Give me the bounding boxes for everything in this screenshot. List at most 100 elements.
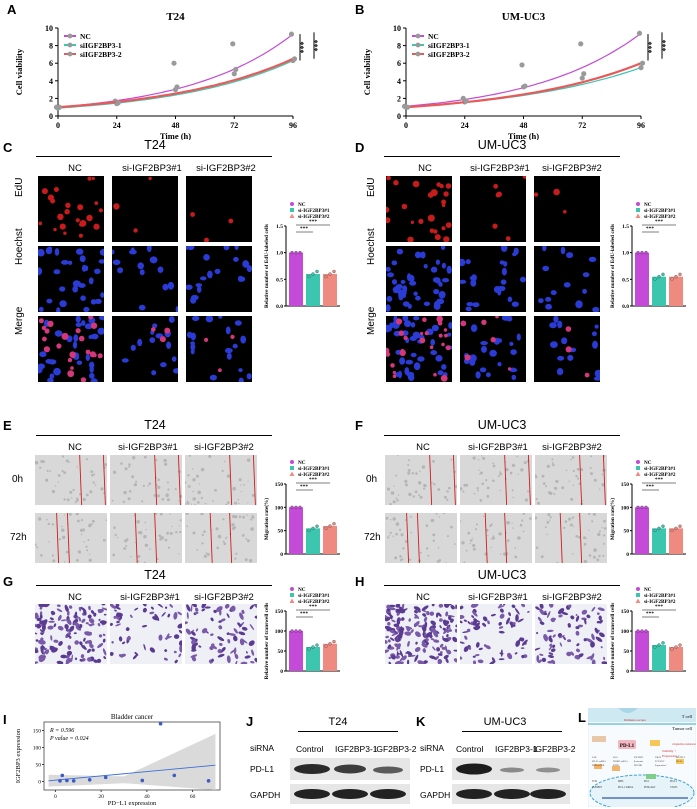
diagram-label: UBA2 [655,756,662,759]
data-point [115,100,121,106]
x-tick-label: 96 [289,121,297,130]
micrograph [112,246,178,312]
legend-label: si-IGF2BP3#1 [644,466,676,472]
legend-marker [636,466,640,470]
panel-f-col-nc: NC [416,442,430,453]
bar-point [328,272,332,276]
scatter-point [65,778,69,783]
bar-point [657,643,661,647]
micrograph [38,316,104,382]
y-tick-label: 8 [397,42,401,51]
panel-e-title-rule [36,435,272,436]
transwell-image [460,604,532,664]
cisplatin-label: cisplatin resistance [672,742,696,746]
legend-marker [289,213,295,218]
micrograph [386,176,452,242]
data-point [404,104,411,110]
legend-label: NC [644,202,652,208]
y-tick-label: 10 [45,24,53,33]
bar-point [670,277,674,281]
y-tick-label: 150 [275,609,284,615]
sig-label: *** [300,611,309,617]
panel-letter-h: H [355,574,365,589]
scatter-point [206,779,211,783]
legend-marker [290,202,294,206]
micrograph [534,176,600,242]
chart-title: Bladder cancer [111,713,154,721]
x-tick-label: 24 [113,121,121,130]
panel-k-lane-2: IGF2BP3-2 [533,744,576,754]
legend-marker [289,598,295,603]
panel-e-col-si2: si-IGF2BP3#2 [194,442,254,453]
micrograph [38,246,104,312]
bar-point [653,645,657,649]
legend-marker [290,460,294,464]
panel-letter-j: J [246,714,254,729]
panel-j-blot-gapdh [290,784,410,804]
bar-point [332,639,336,644]
panel-f-row-0h: 0h [366,474,378,485]
x-tick-label: 72 [578,121,586,130]
y-tick-label: 0.0 [276,304,283,310]
legend-marker [635,598,641,603]
transwell-image [110,604,182,664]
x-axis-label: Time (h) [508,131,539,140]
panel-g-col-si1: si-IGF2BP3#1 [120,592,180,603]
micrograph [460,176,526,242]
panel-d-col-si1: si-IGF2BP3#1 [470,163,530,174]
bar-1 [652,276,666,306]
panel-j-lane-control: Control [296,744,324,754]
bar-1 [652,528,666,554]
panel-f-col-si2: si-IGF2BP3#2 [542,442,602,453]
sig-label: *** [300,226,309,232]
diagram-label: EZH2 [613,764,620,767]
data-point [639,60,646,66]
diagram-label: IGF2BP3 [592,786,603,789]
x-axis-label: PD−L1 expression [108,800,157,806]
data-point [291,56,298,62]
micrograph [112,176,178,242]
mettl3-box [646,774,656,779]
panel-c-title-rule [36,156,272,157]
sig-label: *** [647,41,656,53]
y-axis-label: Relative number of EdU-labeled cells [610,224,616,308]
legend-label: NC [80,32,91,41]
bar-point [324,274,328,279]
bar-point [332,522,336,526]
y-axis-label: Relative number of transwell cells [610,603,616,680]
panel-h-title: UM-UC3 [477,568,527,582]
legend-label: si-IGF2BP3#2 [644,599,676,605]
bar-2 [323,274,337,306]
panel-letter-l: L [578,710,586,725]
scatter-point [58,779,62,783]
pathway-diagram-l: T cell Tumor cell PD-L1 Immune escape Stabil… [588,708,696,807]
diagram-label: METTL3 [676,756,686,759]
panel-d-row-hoechst: Hoechst [366,228,377,265]
micrograph [186,246,252,312]
x-tick-label: 0 [404,121,408,130]
panel-letter-f: F [355,418,363,433]
legend-marker [290,466,294,470]
data-point [174,84,180,90]
legend-label: NC [644,587,652,593]
micrograph [460,246,526,312]
fit-line [48,764,216,782]
sig-label: *** [309,219,318,225]
x-tick-label: 72 [230,121,238,130]
diagram-label: PI3K/AKT [644,786,656,789]
pdl1-box-label: PD-L1 [620,744,635,749]
wound-image [535,455,607,505]
panel-c-col-si2: si-IGF2BP3#2 [196,163,256,174]
panel-c-row-hoechst: Hoechst [14,228,25,265]
x-tick-label: 60 [190,794,196,800]
panel-h-col-si1: si-IGF2BP3#1 [468,592,528,603]
panel-letter-g: G [3,574,14,589]
y-tick-label: 10 [393,24,401,33]
bar-point [640,251,644,255]
bar-0 [635,507,649,554]
wound-image [185,455,257,505]
data-point [579,75,585,81]
panel-e-row-72h: 72h [10,532,27,543]
